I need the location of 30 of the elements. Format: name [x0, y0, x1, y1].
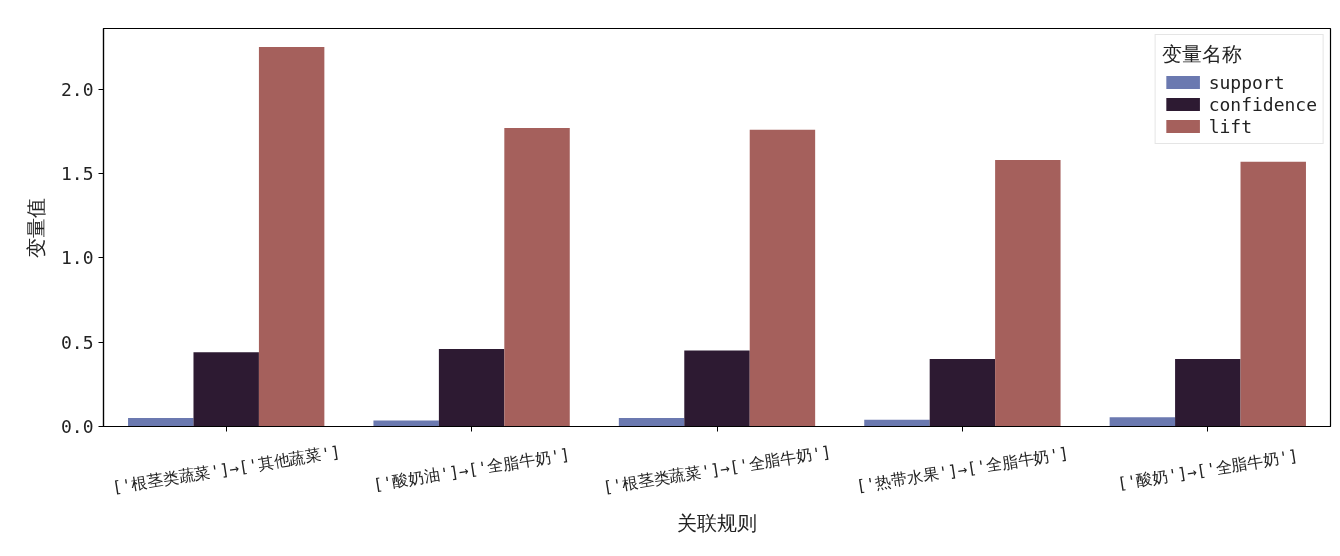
y-tick-label: 1.5: [60, 163, 94, 185]
bar: [1175, 359, 1241, 427]
x-tick-label: ['根茎类蔬菜']→['其他蔬菜']: [110, 442, 342, 497]
x-tick-label: ['酸奶油']→['全脂牛奶']: [371, 444, 572, 495]
bar: [258, 47, 325, 427]
bar: [1240, 161, 1306, 427]
bar: [438, 348, 505, 427]
legend-label: support: [1208, 71, 1285, 93]
x-tick-label: ['根茎类蔬菜']→['全脂牛奶']: [601, 442, 833, 497]
legend-label: confidence: [1208, 93, 1317, 115]
y-tick-label: 0.5: [60, 331, 94, 353]
bar: [995, 160, 1061, 427]
x-axis-title: 关联规则: [677, 510, 757, 535]
bar: [193, 352, 259, 427]
x-tick-label: ['热带水果']→['全脂牛奶']: [854, 443, 1070, 496]
bar: [864, 419, 930, 427]
y-tick-label: 0.0: [60, 416, 94, 437]
legend-label: lift: [1208, 115, 1252, 137]
legend-title: 变量名称: [1161, 41, 1243, 68]
y-axis-title: 变量值: [23, 197, 48, 258]
bar: [929, 359, 996, 427]
bar: [749, 129, 816, 427]
bar: [504, 128, 570, 427]
bar: [618, 418, 685, 427]
bar: [684, 350, 750, 427]
bar: [128, 418, 194, 427]
y-tick-label: 1.0: [60, 247, 94, 269]
y-tick-label: 2.0: [60, 78, 94, 100]
x-tick-label: ['酸奶']→['全脂牛奶']: [1116, 445, 1300, 494]
bar: [1109, 417, 1176, 427]
